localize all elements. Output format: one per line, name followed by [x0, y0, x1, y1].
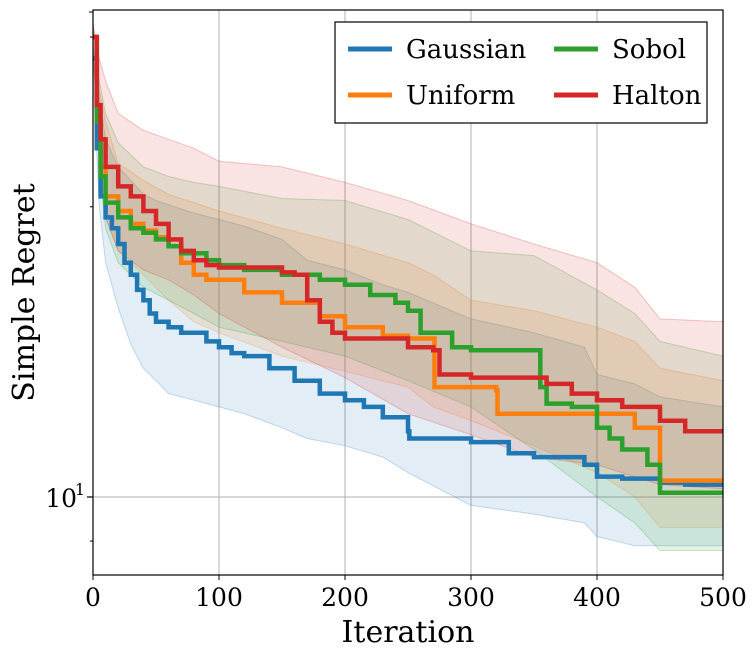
axis-ticks: 0 100 200 300 400 500 101: [45, 11, 747, 612]
legend-label-halton: Halton: [612, 81, 702, 111]
series-line-sobol: [93, 34, 723, 496]
x-tick-label: 400: [573, 583, 621, 612]
x-tick-label: 200: [321, 583, 369, 612]
x-tick-label: 0: [85, 583, 101, 612]
x-tick-label: 100: [195, 583, 243, 612]
legend: Gaussian Uniform Sobol Halton: [334, 21, 708, 124]
legend-label-gaussian: Gaussian: [406, 35, 527, 65]
y-tick-label: 10: [45, 484, 77, 513]
x-axis-label: Iteration: [342, 615, 475, 650]
y-tick-exponent: 1: [75, 480, 85, 499]
legend-label-uniform: Uniform: [406, 81, 515, 111]
plot-frame: [92, 9, 724, 576]
x-tick-label: 500: [699, 583, 747, 612]
x-tick-label: 300: [447, 583, 495, 612]
y-axis-label: Simple Regret: [7, 183, 42, 401]
legend-label-sobol: Sobol: [612, 35, 686, 65]
series-line-gaussian: [93, 56, 723, 487]
legend-box: [334, 21, 708, 124]
series-lines: [93, 34, 723, 496]
series-line-halton: [93, 34, 723, 434]
